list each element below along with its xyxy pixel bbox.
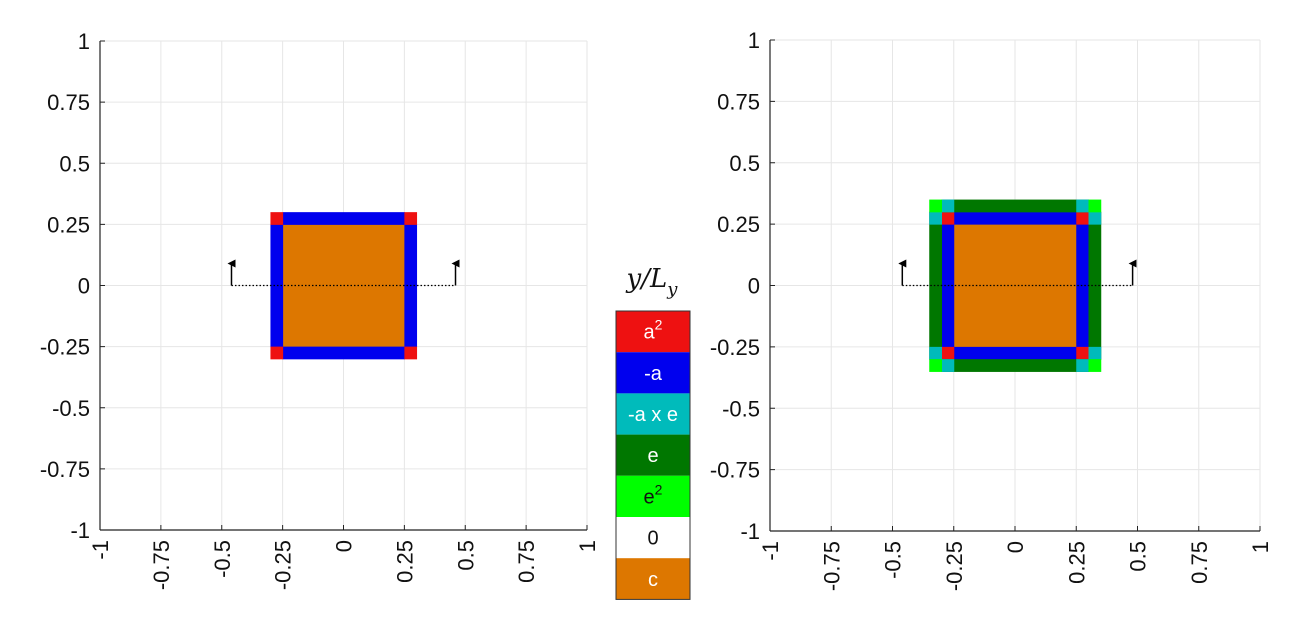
region-a-2 [1076,346,1089,360]
colorbar-cell--a: -a [616,352,690,394]
y-tick-label: 0 [748,274,760,299]
region-e-2 [929,359,942,372]
region-a-2 [404,212,418,225]
region-a-2 [941,346,955,360]
colorbar-swatch [616,475,690,517]
x-tick-label: 0 [332,540,357,552]
colorbar-swatch [616,434,690,476]
y-tick-label: 0.5 [729,151,760,176]
colorbar-swatch [616,311,690,353]
colorbar-label: -a x e [628,404,678,426]
y-tick-label: -0.25 [710,335,760,360]
y-tick-label: 0.75 [47,90,90,115]
region-a-2 [270,346,284,360]
y-tick-label: 0.25 [717,212,760,237]
colorbar-label: e [647,445,658,467]
region--a-x-e [1088,346,1102,360]
y-tick-label: 0.5 [59,151,90,176]
region-e [929,211,942,360]
region--a-x-e [929,346,942,360]
colorbar-cell-a-2: a2 [616,311,690,353]
colorbar-cell-e: e [616,434,690,476]
x-tick-label: 0.25 [392,540,417,583]
y-tick-label: 0.75 [717,89,760,114]
x-tick-label: 0.5 [453,540,478,571]
colorbar-cell-0: 0 [616,517,690,559]
region-a-2 [270,212,284,225]
colorbar-label: 0 [647,528,658,550]
x-tick-label: 0.25 [1064,541,1089,584]
x-tick-label: -0.75 [819,541,844,591]
y-tick-label: -1 [70,518,90,543]
x-tick-label: -0.75 [149,540,174,590]
region-a-2 [1076,211,1089,225]
region--a [282,212,405,225]
x-tick-label: -0.5 [881,541,906,579]
region--a [270,224,284,348]
colorbar-title: y/Ly [626,264,679,300]
y-tick-label: -0.5 [52,396,90,421]
colorbar-swatch [616,558,690,600]
colorbar-label: c [648,569,658,591]
region-e-2 [1088,199,1102,213]
y-tick-label: -0.5 [722,396,760,421]
x-tick-label: -1 [758,541,783,561]
colorbar-cell-e-2: e2 [616,475,690,517]
right-plot: 1 0.75 0.5 0.25 0 -0.25 -0.5 -0.75 -1-1 -0.75 -0.5… [710,28,1273,591]
region-a-2 [404,346,418,360]
region--a [282,346,405,360]
colorbar-swatch [616,393,690,435]
region-e-2 [1088,359,1102,372]
y-tick-label: 0 [78,274,90,299]
region--a [953,211,1077,225]
colorbar-swatch [616,352,690,394]
left-plot: 1 0.75 0.5 0.25 0 -0.25 -0.5 -0.75 -1-1 -0.75 -0.5… [40,29,600,590]
y-tick-label: 0.25 [47,212,90,237]
x-tick-label: 0.5 [1126,541,1151,572]
y-tick-label: -0.75 [710,458,760,483]
region-e-2 [929,199,942,213]
region--a-x-e [941,359,955,372]
x-tick-label: 0 [1003,541,1028,553]
region--a [953,346,1077,360]
colorbar: y/Ly a2 -a -a x e e e2 0 c [615,264,691,600]
x-tick-label: 1 [575,540,600,552]
y-tick-label: -0.25 [40,335,90,360]
x-tick-label: -0.25 [271,540,296,590]
x-tick-label: -0.25 [942,541,967,591]
x-tick-label: -1 [88,540,113,560]
y-tick-label: -1 [740,519,760,544]
colorbar-outline [615,310,691,600]
colorbar-cell--a-x-e: -a x e [616,393,690,435]
colorbar-cell-c: c [616,558,690,600]
region--a-x-e [1076,359,1089,372]
colorbar-label: -a [644,363,663,385]
x-tick-label: 1 [1248,541,1273,553]
region--a-x-e [929,211,942,225]
x-tick-label: 0.75 [1187,541,1212,584]
colorbar-label: a2 [644,317,663,344]
x-tick-label: 0.75 [514,540,539,583]
y-tick-label: -0.75 [40,457,90,482]
region-e [941,359,1089,372]
y-tick-label: 1 [78,29,90,54]
colorbar-swatch [616,517,690,559]
colorbar-label: e2 [644,481,663,508]
region--a-x-e [1076,199,1089,213]
x-tick-label: -0.5 [210,540,235,578]
region-e [941,199,1089,213]
region--a [1076,224,1089,348]
region-a-2 [941,211,955,225]
region--a-x-e [1088,211,1102,225]
region--a-x-e [941,199,955,213]
y-tick-label: 1 [748,28,760,53]
